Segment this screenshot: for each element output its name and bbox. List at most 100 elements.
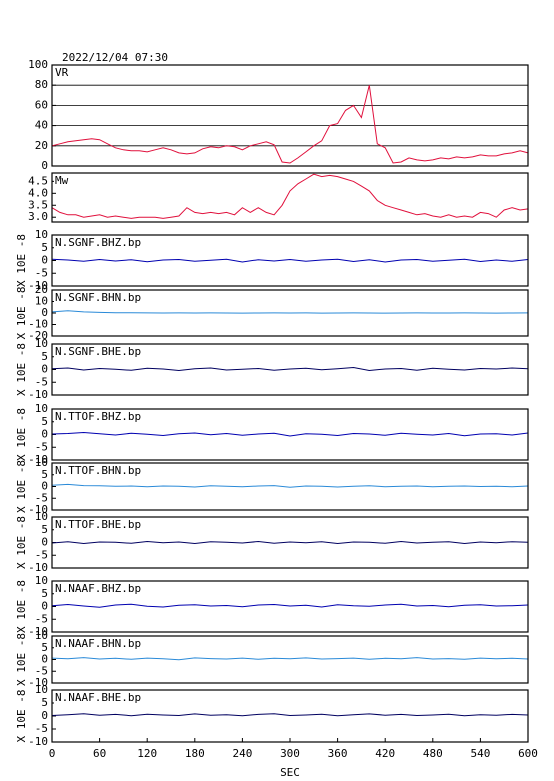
y-tick-label: 10 [35,629,48,642]
y-tick-label: 10 [35,402,48,415]
panel-label-bg [54,518,143,531]
y-axis-label: X 10E -8 [15,343,28,396]
y-tick-label: 5 [41,696,48,709]
y-tick-label: 10 [35,337,48,350]
data-line [51,258,529,263]
y-tick-label: 4.5 [28,174,48,187]
panel-label: VR [55,66,69,79]
x-tick-label: 180 [185,747,205,760]
y-axis-label: X 10E -8 [15,690,28,743]
y-tick-label: -10 [28,279,48,292]
y-tick-label: 0 [41,480,48,493]
y-tick-label: 0 [41,159,48,172]
y-tick-label: -5 [35,440,48,453]
panel-label-bg [54,236,143,249]
y-tick-label: -10 [28,318,48,331]
panel-frame [51,462,529,511]
panel-label: N.SGNF.BHE.bp [55,345,141,358]
panel-frame [51,289,529,337]
panel-frame [51,408,529,461]
x-tick-label: 0 [49,747,56,760]
y-tick-label: -5 [35,664,48,677]
panel-label: N.NAAF.BHE.bp [55,691,141,704]
y-tick-label: 20 [35,139,48,152]
y-tick-label: 5 [41,587,48,600]
panel-label-bg [54,291,143,304]
chart-title: 2022/12/04 07:30 [62,51,168,64]
y-tick-label: -5 [35,266,48,279]
panel-label: N.SGNF.BHZ.bp [55,236,141,249]
x-tick-label: 480 [423,747,443,760]
y-tick-label: 20 [35,283,48,296]
y-tick-label: 0 [41,363,48,376]
panel-frame [51,64,529,167]
y-tick-label: 0 [41,306,48,319]
y-tick-label: 10 [35,295,48,308]
y-tick-label: -10 [28,388,48,401]
y-tick-label: 10 [35,228,48,241]
x-tick-label: 120 [137,747,157,760]
data-line [51,173,529,219]
y-tick-label: -5 [35,491,48,504]
y-tick-label: -5 [35,612,48,625]
panel-label: N.TTOF.BHN.bp [55,464,141,477]
data-line [51,431,529,437]
y-tick-label: -5 [35,375,48,388]
data-line [51,713,529,717]
x-tick-label: 540 [470,747,490,760]
panel-label: N.TTOF.BHZ.bp [55,410,141,423]
y-tick-label: -5 [35,722,48,735]
y-axis-label: X 10E -8 [15,633,28,686]
y-axis-label: X 10E -8 [15,516,28,569]
panel-frame [51,580,529,633]
y-tick-label: -10 [28,735,48,748]
x-axis-label: SEC [280,766,300,779]
y-tick-label: 0 [41,428,48,441]
y-tick-label: 4.0 [28,186,48,199]
y-tick-label: -10 [28,625,48,638]
panel-label-bg [54,174,70,187]
data-line [51,540,529,545]
panel-frame [51,516,529,569]
data-line [51,366,529,372]
panel-label: N.TTOF.BHE.bp [55,518,141,531]
x-tick-label: 300 [280,747,300,760]
y-tick-label: -10 [28,561,48,574]
y-tick-label: 5 [41,415,48,428]
y-tick-label: 5 [41,641,48,654]
data-line [51,483,529,488]
y-tick-label: -10 [28,453,48,466]
y-tick-label: 40 [35,119,48,132]
data-line [51,310,529,314]
y-axis-label: X 10E -8 [15,287,28,340]
y-tick-label: 100 [28,58,48,71]
y-tick-label: 60 [35,98,48,111]
y-tick-label: -10 [28,676,48,689]
x-tick-label: 360 [328,747,348,760]
x-tick-label: 60 [93,747,106,760]
panel-label-bg [54,66,70,79]
data-line [51,603,529,608]
x-tick-label: 240 [232,747,252,760]
panel-label: Mw [55,174,69,187]
data-line [51,657,529,661]
panel-frame [51,635,529,684]
panel-label-bg [54,691,143,704]
y-axis-label: X 10E -8 [15,580,28,633]
panel-frame [51,343,529,396]
y-tick-label: 10 [35,683,48,696]
y-tick-label: 5 [41,350,48,363]
y-tick-label: 0 [41,709,48,722]
panel-frame [51,172,529,223]
y-tick-label: 80 [35,78,48,91]
x-tick-label: 600 [518,747,538,760]
panel-label: N.NAAF.BHN.bp [55,637,141,650]
x-tick-label: 420 [375,747,395,760]
y-tick-label: 0 [41,653,48,666]
y-axis-label: X 10E -8 [15,460,28,513]
panel-frame [51,234,529,287]
y-tick-label: -20 [28,329,48,342]
panel-label-bg [54,345,143,358]
y-tick-label: 10 [35,574,48,587]
